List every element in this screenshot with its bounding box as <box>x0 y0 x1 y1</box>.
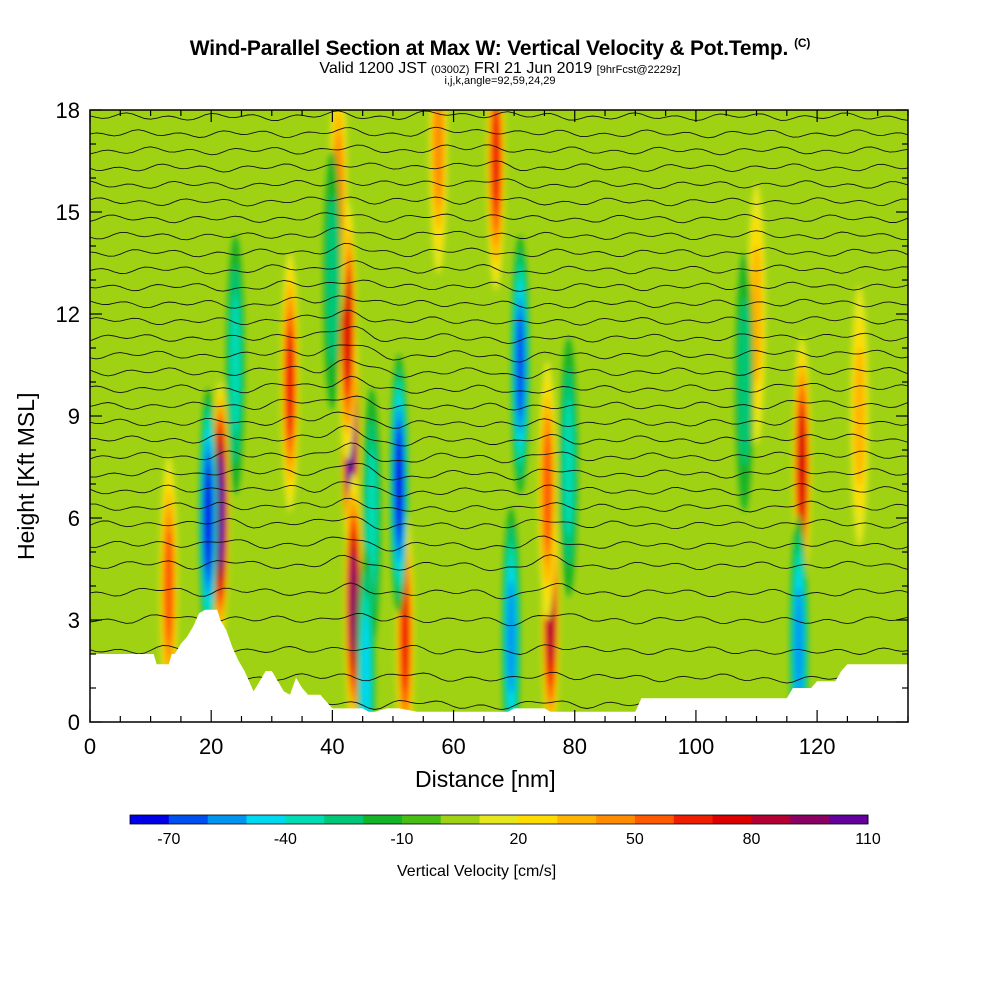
colorbar-tick-label: -40 <box>274 831 297 848</box>
x-tick-label: 80 <box>562 734 586 759</box>
colorbar-tick-label: -70 <box>157 831 180 848</box>
colorbar-swatch <box>829 815 868 824</box>
y-tick-label: 12 <box>56 302 80 327</box>
colorbar-tick-label: 20 <box>510 831 528 848</box>
colorbar-swatch <box>480 815 519 824</box>
y-tick-label: 3 <box>68 608 80 633</box>
colorbar-swatch <box>713 815 752 824</box>
colorbar-swatch <box>402 815 441 824</box>
x-tick-label: 20 <box>199 734 223 759</box>
colorbar-swatch <box>441 815 480 824</box>
x-tick-label: 40 <box>320 734 344 759</box>
downdraft-cell-2 <box>511 235 529 495</box>
x-tick-label: 100 <box>678 734 715 759</box>
colorbar-swatch <box>285 815 324 824</box>
colorbar-swatch <box>518 815 557 824</box>
downdraft-cell-10 <box>357 548 375 808</box>
downdraft-cell-3 <box>502 507 520 767</box>
colorbar-swatch <box>363 815 402 824</box>
y-tick-label: 0 <box>68 710 80 735</box>
colorbar-swatch <box>790 815 829 824</box>
downdraft-cell-5 <box>226 235 244 495</box>
colorbar-swatch <box>751 815 790 824</box>
colorbar-title: Vertical Velocity [cm/s] <box>397 863 556 881</box>
colorbar-swatch <box>208 815 247 824</box>
y-tick-label: 6 <box>68 506 80 531</box>
updraft-cell-4 <box>281 252 299 512</box>
x-tick-label: 0 <box>84 734 96 759</box>
downdraft-cell-1 <box>390 354 408 614</box>
colorbar-tick-label: 80 <box>743 831 761 848</box>
colorbar-swatch <box>169 815 208 824</box>
y-tick-label: 18 <box>56 98 80 123</box>
y-tick-label: 15 <box>56 200 80 225</box>
colorbar-swatch <box>635 815 674 824</box>
colorbar-tick-label: -10 <box>390 831 413 848</box>
colorbar-swatch <box>557 815 596 824</box>
updraft-cell-11 <box>429 14 447 274</box>
updraft-cell-14 <box>851 286 869 546</box>
vertical-section-plot: 0 20 40 60 80 100 120 0 3 6 9 12 15 18 -70 -40 -10 20 50 8… <box>0 0 1000 1000</box>
colorbar-tick-label: 50 <box>626 831 644 848</box>
downdraft-cell-6 <box>560 337 578 597</box>
colorbar-swatch <box>130 815 169 824</box>
colorbar-swatch <box>247 815 286 824</box>
x-axis-title: Distance [nm] <box>415 766 556 793</box>
colorbar-swatch <box>324 815 363 824</box>
colorbar-swatch <box>596 815 635 824</box>
colorbar: -70 -40 -10 20 50 80 110 <box>130 815 881 848</box>
x-tick-label: 60 <box>441 734 465 759</box>
updraft-cell-6 <box>538 361 556 621</box>
x-tick-label: 120 <box>799 734 836 759</box>
colorbar-swatch <box>674 815 713 824</box>
downdraft-cell-0 <box>199 388 217 648</box>
downdraft-cell-8 <box>323 150 341 410</box>
colorbar-tick-label: 110 <box>855 831 881 848</box>
y-axis-title: Height [Kft MSL] <box>13 393 40 560</box>
y-tick-label: 9 <box>68 404 80 429</box>
